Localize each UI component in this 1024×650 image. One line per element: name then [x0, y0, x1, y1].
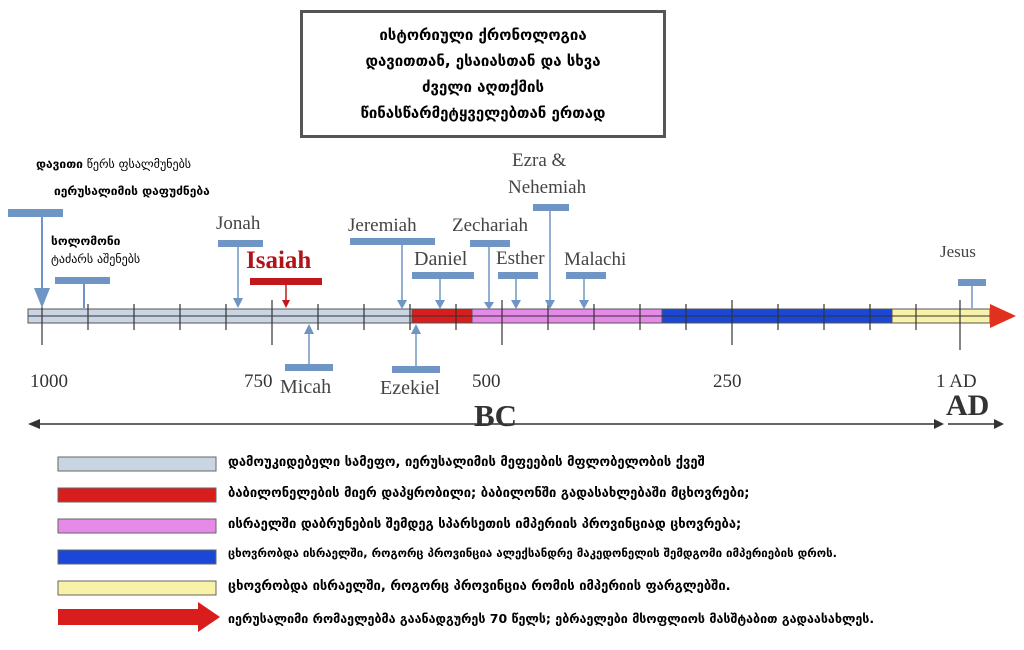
label-nehemiah: Nehemiah: [508, 177, 587, 198]
tick-label-1000: 1000: [30, 371, 68, 392]
legend-swatch-babylon: [57, 487, 217, 503]
label-jeremiah: Jeremiah: [348, 215, 417, 236]
note-david-name: დავითი: [36, 157, 83, 171]
marker-david: [8, 209, 63, 217]
label-isaiah: Isaiah: [246, 247, 312, 274]
legend-text-independent: დამოუკიდებელი სამეფო, იერუსალიმის მეფეებ…: [228, 455, 705, 470]
tick-label-500: 500: [472, 371, 501, 392]
marker-micah: [285, 364, 333, 371]
tick-label-750: 750: [244, 371, 273, 392]
marker-isaiah: [250, 278, 322, 285]
marker-jeremiah: [350, 238, 435, 245]
marker-jonah: [218, 240, 263, 247]
note-solomon-name: სოლომონი: [51, 234, 121, 248]
title-line-2: დავითთან, ესაიასთან და სხვა: [365, 52, 601, 70]
era-label-ad: AD: [946, 389, 990, 422]
title-line-4: წინასწარმეტყველებთან ერთად: [360, 104, 606, 122]
legend-swatch-destruction: [58, 609, 198, 625]
marker-daniel: [412, 272, 474, 279]
marker-solomon: [55, 277, 110, 284]
marker-jesus: [958, 279, 986, 286]
arrow-head-right: [990, 304, 1016, 328]
marker-ezra-nehemiah: [533, 204, 569, 211]
note-david-text: წერს ფსალმუნებს: [82, 157, 192, 171]
legend-swatch-rome: [57, 580, 217, 596]
tick-label-250: 250: [713, 371, 742, 392]
label-malachi: Malachi: [564, 249, 627, 270]
title-box: ისტორიული ქრონოლოგია დავითთან, ესაიასთან…: [300, 10, 666, 138]
note-jerusalem-text: იერუსალიმის დაფუძნება: [54, 184, 210, 198]
label-daniel: Daniel: [414, 248, 468, 270]
label-zechariah: Zechariah: [452, 215, 528, 236]
legend-swatch-persia: [57, 518, 217, 534]
marker-zechariah: [470, 240, 510, 247]
label-ezekiel: Ezekiel: [380, 377, 440, 399]
era-label-bc: BC: [474, 398, 518, 433]
marker-esther: [498, 272, 538, 279]
legend-text-greece: ცხოვრობდა ისრაელში, როგორც პროვინცია ალე…: [228, 546, 837, 560]
label-jesus: Jesus: [940, 242, 976, 261]
note-jerusalem: იერუსალიმის დაფუძნება: [54, 184, 210, 198]
legend-text-babylon: ბაბილონელების მიერ დაპყრობილი; ბაბილონში…: [228, 486, 750, 501]
legend-arrow-head: [198, 602, 220, 632]
label-ezra: Ezra &: [512, 150, 567, 171]
marker-ezekiel: [392, 366, 440, 373]
title-line-3: ძველი აღთქმის: [422, 78, 544, 96]
label-esther: Esther: [496, 248, 545, 269]
note-solomon-text: ტაძარს აშენებს: [51, 252, 141, 266]
title-line-1: ისტორიული ქრონოლოგია: [379, 26, 587, 44]
legend-text-destruction: იერუსალიმი რომაელებმა გაანადგურეს 70 წელ…: [228, 611, 875, 626]
marker-malachi: [566, 272, 606, 279]
legend-swatch-greece: [57, 549, 217, 565]
legend-swatch-independent: [57, 456, 217, 472]
tick-label-1ad: 1 AD: [936, 371, 977, 392]
legend-text-persia: ისრაელში დაბრუნების შემდეგ სპარსეთის იმპ…: [228, 517, 742, 532]
tick-marks: [41, 300, 961, 350]
legend-text-rome: ცხოვრობდა ისრაელში, როგორც პროვინცია რომ…: [228, 579, 731, 594]
label-jonah: Jonah: [216, 213, 261, 234]
label-micah: Micah: [280, 376, 332, 398]
note-david: დავითი წერს ფსალმუნებს: [36, 157, 191, 171]
